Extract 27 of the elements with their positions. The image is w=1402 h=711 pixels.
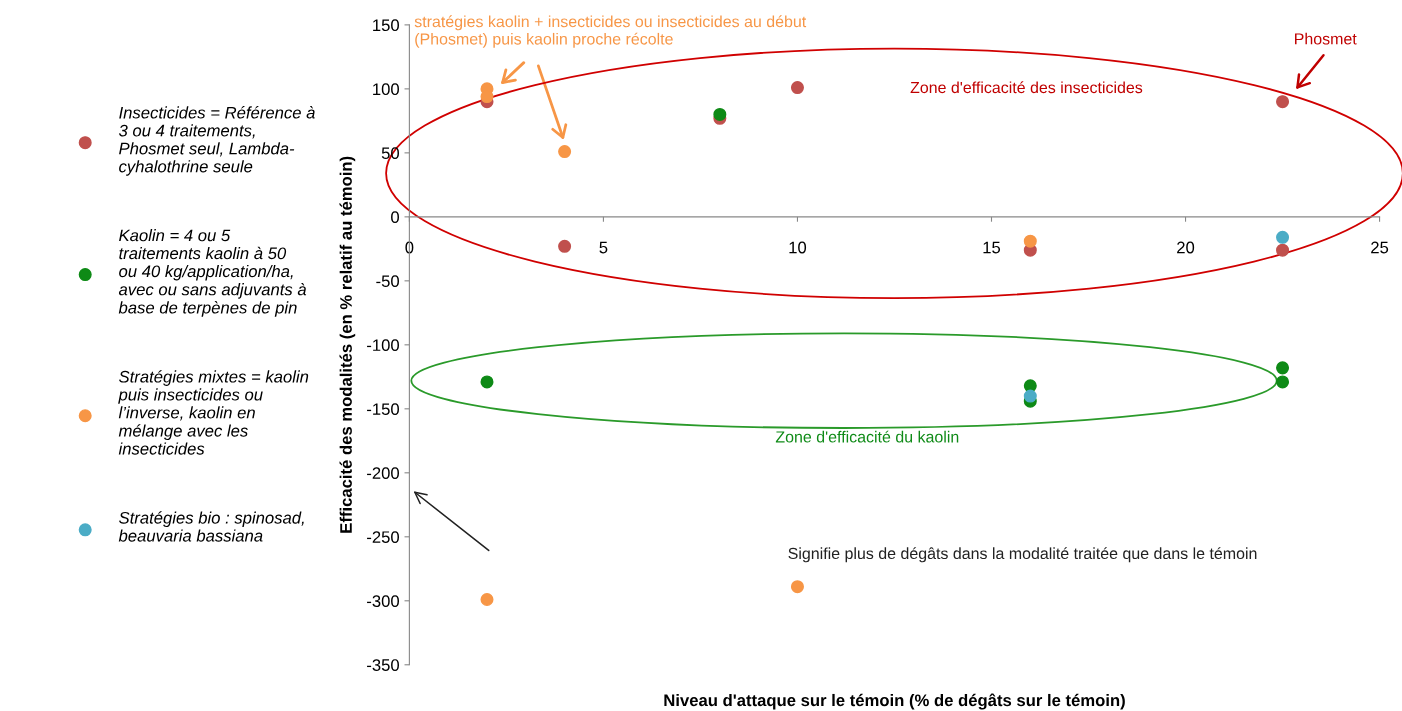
x-tick-label: 0 <box>405 241 414 254</box>
y-tick-label: 150 <box>373 19 400 32</box>
x-tick-label: 25 <box>1371 241 1389 254</box>
legend-label: Insecticides = Référence à 3 ou 4 traitements, Phosmet seul, Lambda- cyhalothrine seule <box>118 106 315 176</box>
annotation: stratégies kaolin + insecticides ou insecticides au début (Phosmet) puis kaolin proche récolte <box>414 15 807 48</box>
legend-label: Kaolin = 4 ou 5 traitements kaolin à 50 ou 40 kg/application/ha, avec ou sans adjuvants à base de terpènes de pin <box>118 229 307 317</box>
annotation: Zone d'efficacité des insecticides <box>910 81 1143 94</box>
annotation: Zone d'efficacité du kaolin <box>775 430 959 443</box>
x-tick-label: 10 <box>789 241 807 254</box>
y-tick-label: -100 <box>367 339 400 352</box>
y-tick-label: -250 <box>367 531 400 544</box>
legend-label: Stratégies bio : spinosad, beauvaria bassiana <box>118 511 304 542</box>
y-tick-label: -350 <box>367 659 400 671</box>
y-axis-title: Efficacité des modalités (en % relatif au témoin) <box>339 156 356 533</box>
y-tick-label: -50 <box>376 275 400 288</box>
y-tick-label: 100 <box>373 83 400 96</box>
legend-label: Stratégies mixtes = kaolin puis insecticides ou l’inverse, kaolin en mélange avec les insecticides <box>118 370 309 455</box>
x-tick-label: 20 <box>1177 241 1195 254</box>
x-tick-label: 5 <box>599 241 608 254</box>
x-tick-label: 15 <box>983 241 1001 254</box>
x-axis-title: Niveau d'attaque sur le témoin (% de dégâts sur le témoin) <box>664 693 1125 710</box>
y-tick-label: -300 <box>367 595 400 607</box>
annotation: Signifie plus de dégâts dans la modalité traitée que dans le témoin <box>788 547 1257 563</box>
y-tick-label: 0 <box>391 211 400 224</box>
y-tick-label: -150 <box>367 403 400 416</box>
y-tick-label: -200 <box>367 467 400 480</box>
annotation: Phosmet <box>1295 32 1357 45</box>
